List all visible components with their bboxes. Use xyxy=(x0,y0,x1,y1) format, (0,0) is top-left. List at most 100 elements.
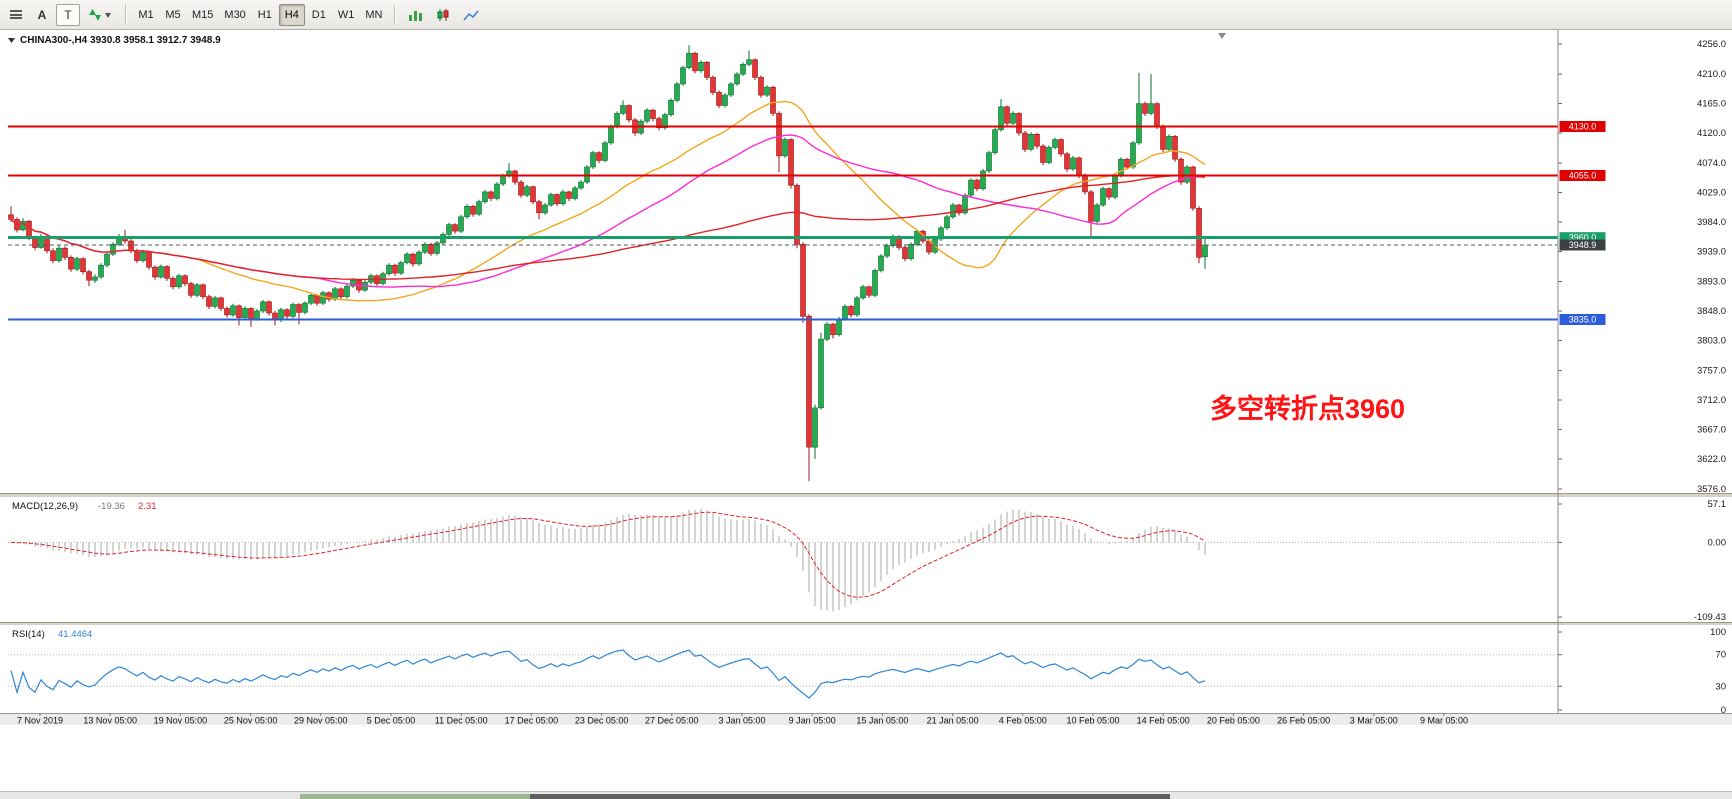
candle-body xyxy=(1190,166,1196,209)
candle-body xyxy=(26,221,32,239)
time-axis-label: 3 Jan 05:00 xyxy=(718,716,765,726)
rsi-value: 41.4464 xyxy=(58,629,92,640)
timeframe-button-m5[interactable]: M5 xyxy=(160,4,186,26)
timeframe-button-w1[interactable]: W1 xyxy=(333,4,360,26)
candle-body xyxy=(104,253,110,266)
symbol-dropdown-icon[interactable] xyxy=(8,38,15,43)
timeframe-button-h1[interactable]: H1 xyxy=(252,4,278,26)
candle-body xyxy=(290,304,296,317)
y-axis-label: 3576.0 xyxy=(1697,484,1726,495)
y-axis-label: 3712.0 xyxy=(1697,395,1726,406)
y-axis-label: 4120.0 xyxy=(1697,128,1726,139)
timeframe-button-d1[interactable]: D1 xyxy=(306,4,332,26)
bar-chart-icon[interactable] xyxy=(402,4,428,26)
candle-body xyxy=(260,301,266,312)
time-axis-label: 19 Nov 05:00 xyxy=(154,716,208,726)
candle-body xyxy=(98,264,104,278)
candle-body xyxy=(710,77,716,93)
candle-body xyxy=(332,288,338,300)
time-axis-label: 15 Jan 05:00 xyxy=(856,716,908,726)
y-axis-label: 4074.0 xyxy=(1697,158,1726,169)
price-chart[interactable]: 4256.0 4210.0 4165.0 4120.0 4074.0 4029.0 3984… xyxy=(0,30,1732,726)
rsi-scale-label: 30 xyxy=(1715,681,1726,692)
time-axis-label: 3 Mar 05:00 xyxy=(1350,716,1398,726)
rsi-scale-label: 0 xyxy=(1721,705,1726,716)
candle-body xyxy=(428,244,434,254)
candle-body xyxy=(8,214,14,220)
candle-body xyxy=(254,310,260,320)
candle-body xyxy=(806,315,812,448)
price-axis[interactable] xyxy=(1558,30,1732,713)
candle-body xyxy=(608,126,614,144)
candle-body xyxy=(1160,126,1166,150)
candle-body xyxy=(830,323,836,335)
candle-body xyxy=(164,266,170,279)
candle-body xyxy=(566,191,572,199)
candle-body xyxy=(320,292,326,304)
candle-body xyxy=(410,253,416,265)
panel-resize-handle[interactable] xyxy=(0,493,1732,497)
candle-body xyxy=(1046,147,1052,163)
price-badge-text: 4055.0 xyxy=(1569,171,1597,181)
candle-body xyxy=(770,86,776,114)
candle-body xyxy=(878,255,884,271)
y-axis-label: 3667.0 xyxy=(1697,424,1726,435)
empty-area xyxy=(0,730,1732,791)
candle-body xyxy=(134,250,140,261)
candle-body xyxy=(1154,103,1160,127)
candle-body xyxy=(674,83,680,101)
candle-body xyxy=(518,181,524,196)
timeframe-button-m15[interactable]: M15 xyxy=(187,4,218,26)
annotation-a-button[interactable]: A xyxy=(30,4,54,26)
candle-body xyxy=(224,308,230,316)
time-axis[interactable] xyxy=(0,713,1732,725)
candle-body xyxy=(392,264,398,274)
candle-body xyxy=(986,152,992,172)
candle-body xyxy=(404,253,410,263)
panel-resize-handle[interactable] xyxy=(0,622,1732,625)
candle-body xyxy=(872,270,878,296)
candle-body xyxy=(866,286,872,296)
timeframe-button-h4[interactable]: H4 xyxy=(278,3,305,26)
candle-body xyxy=(476,201,482,215)
sort-arrows-dropdown[interactable] xyxy=(82,4,118,26)
candle-body xyxy=(998,106,1004,131)
candle-body xyxy=(284,309,290,317)
candle-body xyxy=(158,266,164,278)
y-axis-label: 3757.0 xyxy=(1697,366,1726,377)
time-axis-label: 13 Nov 05:00 xyxy=(83,716,137,726)
menu-icon[interactable] xyxy=(4,4,28,26)
annotation-text[interactable]: 多空转折点3960 xyxy=(1210,393,1405,424)
candle-body xyxy=(1016,113,1022,134)
candle-body xyxy=(248,308,254,320)
bottom-bar-segment-green xyxy=(300,794,530,799)
shift-marker-icon[interactable] xyxy=(1218,33,1226,39)
rsi-label: RSI(14) xyxy=(12,629,45,640)
text-tool-button[interactable]: T xyxy=(56,3,80,26)
candle-body xyxy=(218,297,224,309)
timeframe-button-mn[interactable]: MN xyxy=(360,4,387,26)
macd-signal-line xyxy=(10,511,1206,598)
macd-scale-label: 0.00 xyxy=(1708,537,1727,548)
price-badge-text: 3960.0 xyxy=(1569,233,1597,243)
candle-body xyxy=(146,251,152,268)
candle-body xyxy=(656,118,662,129)
candle-body xyxy=(548,194,554,206)
candle-body xyxy=(1202,244,1208,258)
candlestick-chart-icon[interactable] xyxy=(430,4,456,26)
timeframe-button-m30[interactable]: M30 xyxy=(219,4,250,26)
price-badge-rect xyxy=(1559,239,1606,251)
candle-body xyxy=(1022,132,1028,150)
candle-body xyxy=(62,247,68,258)
candle-body xyxy=(1076,157,1082,176)
candle-body xyxy=(92,276,98,281)
candle-body xyxy=(794,185,800,245)
timeframe-button-m1[interactable]: M1 xyxy=(133,4,159,26)
candle-body xyxy=(314,294,320,304)
candle-body xyxy=(464,206,470,218)
candle-body xyxy=(128,240,134,252)
line-chart-icon[interactable] xyxy=(458,4,484,26)
time-axis-label: 25 Nov 05:00 xyxy=(224,716,278,726)
candle-body xyxy=(824,323,830,340)
